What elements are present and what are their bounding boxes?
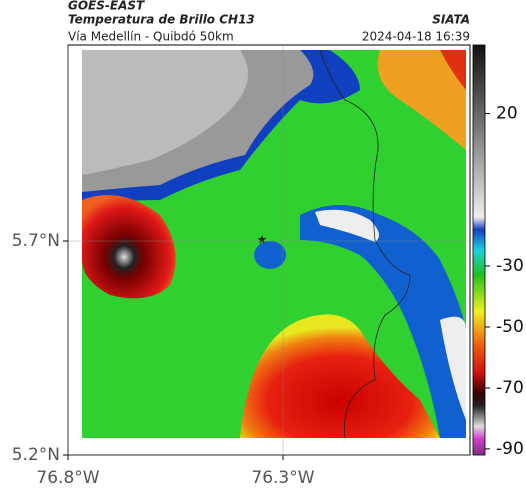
cold-band-core (315, 209, 379, 242)
x-tick-label: 76.3°W (251, 468, 314, 488)
y-tick-label: 5.2°N (12, 445, 60, 465)
satellite-image (82, 50, 466, 438)
colorbar-tick-label: -70 (496, 378, 524, 398)
colorbar-tick-label: 20 (496, 104, 518, 124)
warm-patch (377, 50, 466, 150)
cold-cloud-core (82, 50, 248, 175)
cold-band (300, 205, 466, 438)
warm-region (240, 314, 440, 438)
title: Temperatura de Brillo CH13 (68, 13, 255, 27)
subtitle: Vía Medellín - Quibdó 50km (68, 30, 234, 44)
x-tick-label: 76.8°W (36, 468, 99, 488)
source: GOES-EAST (68, 0, 145, 13)
credit: SIATA (432, 13, 470, 27)
y-tick-label: 5.7°N (12, 231, 60, 251)
warm-core (440, 50, 466, 90)
convective-cell (82, 195, 176, 299)
border-line (319, 50, 411, 438)
colorbar-tick-label: -90 (496, 439, 524, 459)
city-marker: ★ (257, 233, 268, 247)
colorbar (472, 44, 486, 456)
colorbar-tick-label: -50 (496, 317, 524, 337)
cold-band-core (440, 316, 466, 420)
cold-spot (254, 241, 286, 269)
timestamp: 2024-04-18 16:39 (362, 30, 470, 44)
colorbar-tick-label: -30 (496, 256, 524, 276)
